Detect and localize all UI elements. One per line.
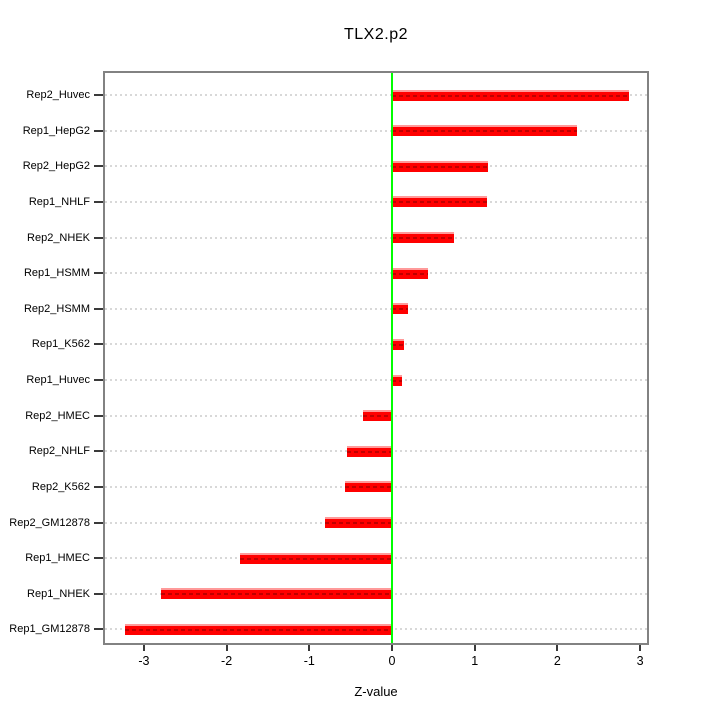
bar-Rep2_GM12878: [325, 517, 392, 529]
bar-dash-pattern: [392, 94, 630, 97]
chart-title: TLX2.p2: [344, 26, 408, 43]
row-gridline: [105, 165, 647, 168]
bar-Rep1_GM12878: [124, 623, 392, 635]
bar-dash-pattern: [346, 450, 392, 453]
bar-Rep1_Huvec: [392, 374, 402, 386]
y-category-label: Rep1_HSMM: [23, 267, 90, 280]
x-tick: [639, 645, 642, 651]
bar-dash-pattern: [392, 343, 404, 346]
bar-Rep1_HSMM: [392, 267, 428, 279]
row-gridline: [105, 94, 647, 96]
row-gridline: [105, 200, 647, 203]
x-tick-label: 1: [471, 654, 479, 668]
x-tick: [556, 645, 559, 651]
bar-Rep1_HMEC: [239, 552, 392, 564]
y-tick: [94, 450, 103, 453]
bar-Rep1_K562: [392, 338, 404, 350]
bar-dash-pattern: [363, 415, 392, 418]
row-gridline: [105, 307, 647, 310]
bar-dash-pattern: [392, 165, 488, 168]
y-tick: [94, 557, 103, 560]
bar-dash-pattern: [344, 486, 392, 489]
bar-Rep2_NHEK: [392, 232, 455, 244]
bar-Rep1_NHEK: [161, 588, 392, 600]
y-tick: [94, 307, 103, 310]
zero-reference-line: [391, 73, 393, 643]
plot-inner: [105, 73, 647, 643]
y-category-label: Rep2_NHLF: [28, 445, 90, 458]
y-tick: [94, 485, 103, 488]
y-category-label: Rep1_NHEK: [27, 587, 90, 600]
x-tick-label: -1: [303, 654, 315, 668]
plot-area: [103, 71, 649, 645]
y-category-label: Rep1_GM12878: [9, 623, 90, 636]
y-category-label: Rep2_HMEC: [25, 409, 90, 422]
x-tick: [473, 645, 476, 651]
x-axis-title: Z-value: [354, 684, 398, 699]
x-tick: [225, 645, 228, 651]
x-tick-label: 0: [388, 654, 396, 668]
x-tick: [391, 645, 393, 651]
bar-Rep2_HepG2: [392, 160, 488, 172]
y-category-label: Rep2_K562: [31, 480, 90, 493]
bar-Rep2_NHLF: [346, 445, 392, 457]
row-gridline: [105, 129, 647, 132]
y-tick: [94, 236, 103, 239]
x-tick-label: -3: [138, 654, 150, 668]
bar-dash-pattern: [239, 557, 392, 560]
y-tick: [94, 272, 103, 275]
row-gridline: [105, 272, 647, 275]
y-tick: [94, 379, 103, 382]
bar-dash-pattern: [392, 272, 428, 275]
x-tick-label: 3: [636, 654, 644, 668]
y-tick: [94, 628, 103, 631]
x-tick: [308, 645, 311, 651]
y-category-label: Rep1_K562: [31, 338, 90, 351]
y-tick: [94, 343, 103, 346]
bar-Rep1_HepG2: [392, 125, 578, 137]
bar-dash-pattern: [392, 379, 402, 382]
y-tick: [94, 414, 103, 417]
y-tick: [94, 592, 103, 595]
bar-dash-pattern: [124, 628, 392, 631]
bar-Rep2_Huvec: [392, 89, 630, 101]
y-category-label: Rep1_Huvec: [26, 374, 90, 387]
y-category-label: Rep2_GM12878: [9, 516, 90, 529]
y-tick: [94, 94, 103, 96]
y-tick: [94, 200, 103, 203]
row-gridline: [105, 379, 647, 382]
x-tick-label: 2: [553, 654, 561, 668]
bar-dash-pattern: [392, 201, 488, 204]
y-category-label: Rep2_NHEK: [27, 231, 90, 244]
y-category-label: Rep2_Huvec: [26, 89, 90, 101]
row-gridline: [105, 236, 647, 239]
bar-dash-pattern: [392, 308, 408, 311]
bar-dash-pattern: [325, 522, 392, 525]
y-tick: [94, 129, 103, 132]
bar-dash-pattern: [392, 237, 455, 240]
y-category-label: Rep1_HepG2: [22, 124, 90, 137]
y-tick: [94, 165, 103, 168]
x-tick: [142, 645, 145, 651]
bar-Rep1_NHLF: [392, 196, 488, 208]
y-tick: [94, 521, 103, 524]
bar-dash-pattern: [392, 130, 578, 133]
bar-Rep2_HMEC: [363, 410, 392, 422]
y-category-label: Rep1_HMEC: [25, 552, 90, 565]
x-tick-label: -2: [221, 654, 233, 668]
bar-dash-pattern: [161, 593, 392, 596]
y-category-label: Rep1_NHLF: [28, 195, 90, 208]
y-category-label: Rep2_HSMM: [23, 302, 90, 315]
bar-Rep2_K562: [344, 481, 392, 493]
y-category-label: Rep2_HepG2: [22, 160, 90, 173]
bar-Rep2_HSMM: [392, 303, 408, 315]
row-gridline: [105, 343, 647, 346]
